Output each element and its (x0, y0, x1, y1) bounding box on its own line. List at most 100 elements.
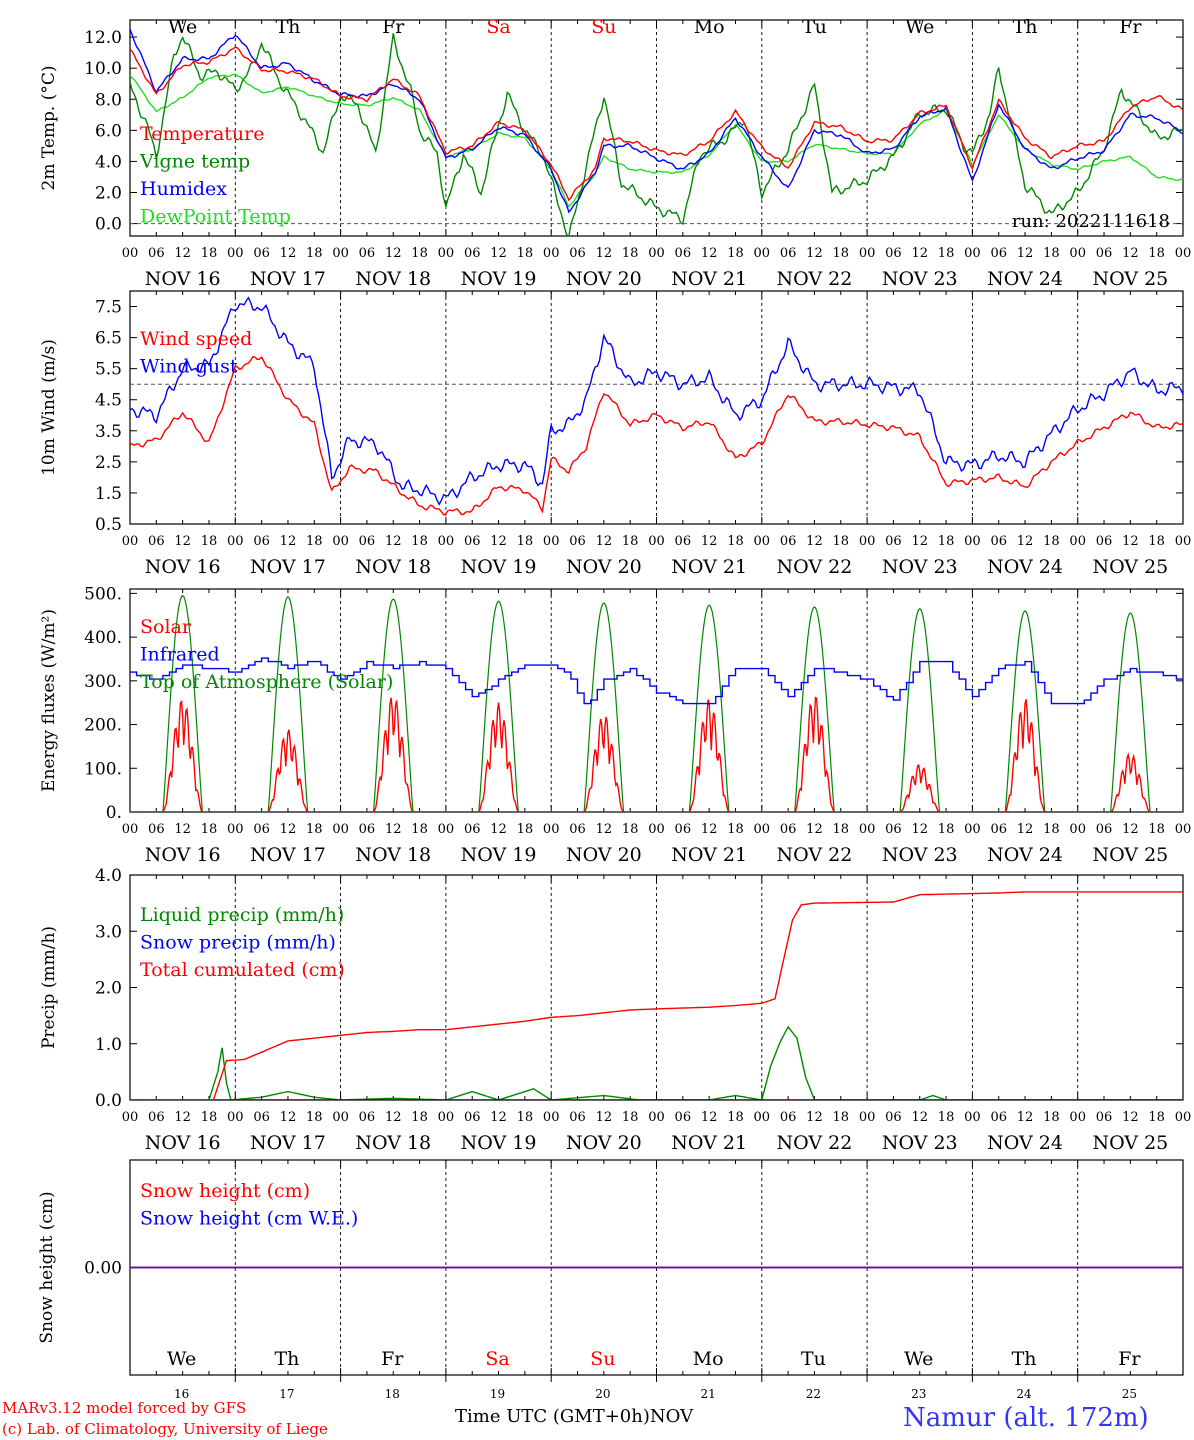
hour-tick-label: 00 (964, 534, 981, 549)
hour-tick-label: 06 (1096, 246, 1113, 261)
series-line-humidex (130, 28, 1183, 214)
legend-entry: Snow height (cm) (140, 1180, 310, 1202)
hour-tick-label: 12 (174, 1110, 191, 1125)
hour-tick-label: 00 (122, 822, 139, 837)
date-label: NOV 22 (777, 844, 853, 866)
weekday-label: Th (275, 16, 300, 38)
hour-tick-label: 00 (754, 1110, 771, 1125)
day-number-label: 20 (595, 1387, 610, 1401)
hour-tick-label: 12 (1122, 822, 1139, 837)
hour-tick-label: 06 (1096, 534, 1113, 549)
day-number-label: 19 (490, 1387, 505, 1401)
hour-tick-label: 18 (833, 1110, 850, 1125)
hour-tick-label: 12 (911, 534, 928, 549)
hour-tick-label: 12 (490, 822, 507, 837)
hour-tick-label: 12 (490, 1110, 507, 1125)
hour-tick-label: 18 (938, 246, 955, 261)
hour-tick-label: 00 (859, 1110, 876, 1125)
hour-tick-label: 12 (280, 822, 297, 837)
hour-tick-label: 12 (1122, 534, 1139, 549)
series-line-wind-gust (130, 296, 1183, 506)
hour-tick-label: 00 (227, 246, 244, 261)
weekday-label: We (905, 16, 934, 38)
hour-tick-label: 12 (1017, 822, 1034, 837)
y-tick-label: 2.5 (95, 453, 122, 473)
y-tick-label: 4.0 (95, 866, 122, 886)
hour-tick-label: 06 (359, 822, 376, 837)
date-label: NOV 19 (461, 844, 537, 866)
date-label: NOV 21 (671, 844, 747, 866)
y-tick-label: 12.0 (84, 28, 122, 48)
hour-tick-label: 12 (174, 822, 191, 837)
hour-tick-label: 12 (385, 1110, 402, 1125)
y-tick-label: 10.0 (84, 59, 122, 79)
series-line-total-cumulated-cm- (130, 891, 1183, 1100)
hour-tick-label: 12 (596, 1110, 613, 1125)
hour-tick-label: 18 (517, 534, 534, 549)
x-axis-title: Time UTC (GMT+0h)NOV (455, 1406, 693, 1427)
y-tick-label: 400. (84, 628, 122, 648)
legend-entry: Vigne temp (139, 151, 250, 173)
hour-tick-label: 00 (648, 822, 665, 837)
legend-entry: Humidex (140, 178, 227, 200)
hour-tick-label: 12 (385, 534, 402, 549)
y-tick-label: 4.0 (95, 152, 122, 172)
hour-tick-label: 12 (174, 246, 191, 261)
hour-tick-label: 00 (1175, 246, 1192, 261)
y-tick-label: 3.0 (95, 922, 122, 942)
hour-tick-label: 00 (438, 822, 455, 837)
hour-tick-label: 18 (1043, 822, 1060, 837)
hour-tick-label: 06 (253, 246, 270, 261)
legend-entry: Top of Atmosphere (Solar) (140, 671, 393, 693)
hour-tick-label: 06 (1096, 1110, 1113, 1125)
hour-tick-label: 00 (648, 1110, 665, 1125)
hour-tick-label: 18 (727, 534, 744, 549)
date-label: NOV 22 (777, 556, 853, 578)
date-label: NOV 25 (1092, 268, 1168, 290)
hour-tick-label: 06 (990, 246, 1007, 261)
x-axis-label: Time UTC (GMT+0h) (455, 1406, 650, 1427)
hour-tick-label: 06 (675, 534, 692, 549)
hour-tick-label: 00 (332, 822, 349, 837)
hour-tick-label: 18 (833, 246, 850, 261)
hour-tick-label: 12 (280, 246, 297, 261)
hour-tick-label: 18 (411, 1110, 428, 1125)
date-label: NOV 19 (461, 268, 537, 290)
hour-tick-label: 18 (1148, 534, 1165, 549)
day-number-label: 17 (279, 1387, 294, 1401)
y-tick-label: 5.5 (95, 360, 122, 380)
hour-tick-label: 06 (885, 822, 902, 837)
date-label: NOV 24 (987, 556, 1063, 578)
hour-tick-label: 18 (622, 534, 639, 549)
hour-tick-label: 06 (148, 534, 165, 549)
hour-tick-label: 12 (806, 246, 823, 261)
y-tick-label: 2.0 (95, 979, 122, 999)
month-label: NOV (649, 1406, 694, 1427)
hour-tick-label: 00 (648, 534, 665, 549)
hour-tick-label: 12 (1017, 534, 1034, 549)
hour-tick-label: 00 (1069, 822, 1086, 837)
hour-tick-label: 18 (201, 1110, 218, 1125)
model-credit: MARv3.12 model forced by GFS (c) Lab. of… (2, 1398, 328, 1440)
hour-tick-label: 00 (332, 1110, 349, 1125)
y-tick-label: 0.0 (95, 1091, 122, 1111)
legend-entry: Snow precip (mm/h) (140, 932, 336, 954)
date-label: NOV 19 (461, 556, 537, 578)
hour-tick-label: 06 (990, 534, 1007, 549)
date-label: NOV 16 (145, 268, 221, 290)
hour-tick-label: 18 (201, 822, 218, 837)
y-tick-label: 100. (84, 759, 122, 779)
series-line-solar (130, 696, 1183, 812)
hour-tick-label: 06 (359, 1110, 376, 1125)
legend-entry: DewPoint Temp (140, 206, 291, 228)
hour-tick-label: 12 (1122, 246, 1139, 261)
weekday-label: Tu (802, 16, 827, 38)
date-label: NOV 25 (1092, 556, 1168, 578)
date-label: NOV 21 (671, 268, 747, 290)
hour-tick-label: 06 (780, 246, 797, 261)
hour-tick-label: 00 (859, 246, 876, 261)
run-label: run: 2022111618 (1012, 211, 1170, 232)
hour-tick-label: 12 (1017, 246, 1034, 261)
hour-tick-label: 12 (596, 534, 613, 549)
hour-tick-label: 06 (675, 246, 692, 261)
